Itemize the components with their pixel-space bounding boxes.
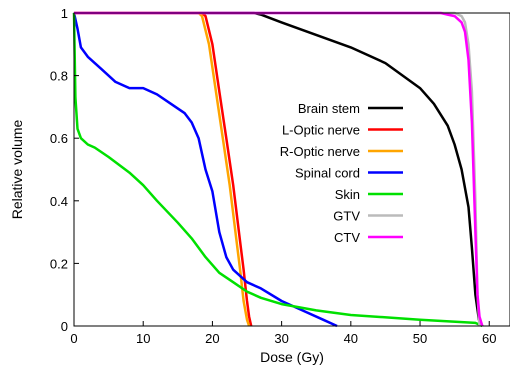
series-line-ctv xyxy=(74,11,484,327)
y-axis-label: Relative volume xyxy=(9,119,25,219)
y-tick-label: 0.4 xyxy=(50,194,68,209)
series-line-r-optic-nerve xyxy=(74,11,251,327)
x-tick-label: 60 xyxy=(482,331,496,346)
series-line-spinal-cord xyxy=(72,12,338,328)
x-tick-label: 0 xyxy=(70,331,77,346)
legend-label-skin: Skin xyxy=(335,187,360,202)
legend-label-l-optic-nerve: L-Optic nerve xyxy=(282,123,360,138)
legend-label-ctv: CTV xyxy=(334,230,360,245)
legend-label-gtv: GTV xyxy=(333,209,360,224)
x-tick-label: 30 xyxy=(274,331,288,346)
ticks-layer: 0 10 20 30 40 50 60 0 0.2 0.4 0.6 0.8 1 xyxy=(50,6,497,346)
x-tick-label: 50 xyxy=(413,331,427,346)
legend-label-brain-stem: Brain stem xyxy=(298,101,360,116)
series-line-skin xyxy=(72,12,483,328)
series-line-gtv xyxy=(74,11,481,327)
x-tick-label: 10 xyxy=(136,331,150,346)
legend-label-spinal-cord: Spinal cord xyxy=(295,166,360,181)
plot-frame xyxy=(73,12,510,327)
legend-label-r-optic-nerve: R-Optic nerve xyxy=(280,144,360,159)
y-tick-label: 0.8 xyxy=(50,69,68,84)
y-tick-label: 0.2 xyxy=(50,256,68,271)
x-tick-label: 40 xyxy=(344,331,358,346)
series-line-brain-stem xyxy=(74,11,484,327)
x-tick-label: 20 xyxy=(205,331,219,346)
y-tick-label: 0 xyxy=(61,319,68,334)
y-tick-label: 1 xyxy=(61,6,68,21)
series-line-l-optic-nerve xyxy=(74,11,253,327)
x-axis-label: Dose (Gy) xyxy=(260,349,324,365)
series-layer xyxy=(72,11,484,328)
y-tick-label: 0.6 xyxy=(50,131,68,146)
legend: Brain stem L-Optic nerve R-Optic nerve Spin… xyxy=(280,101,403,245)
